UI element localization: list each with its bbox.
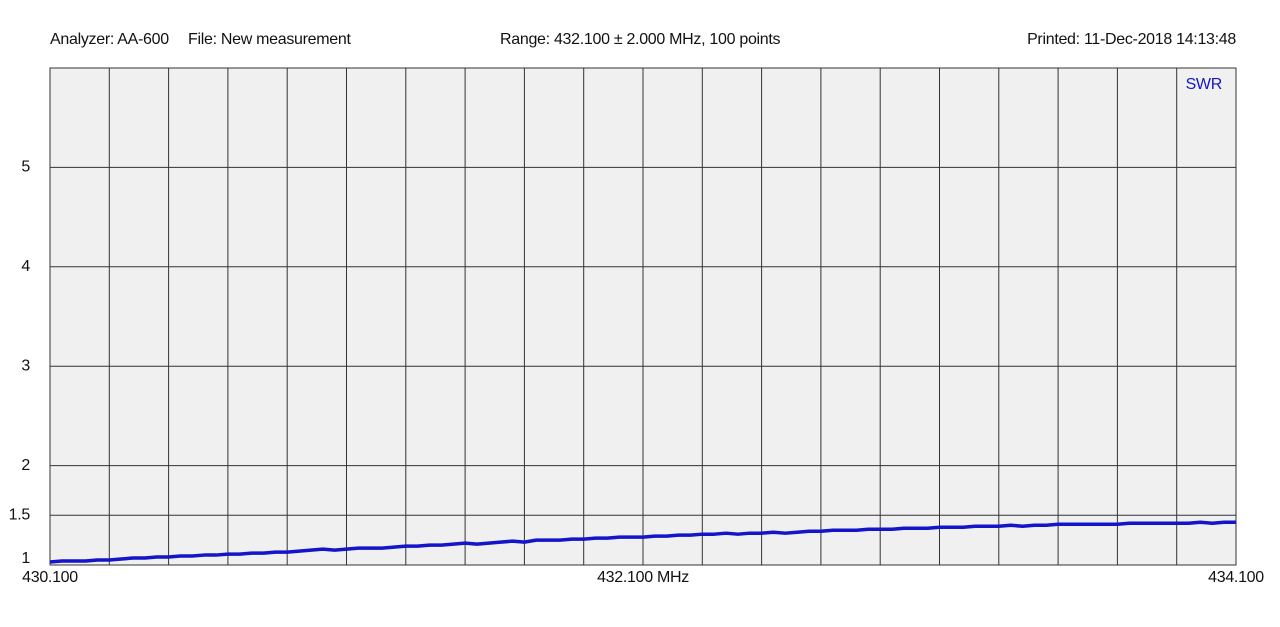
y-tick-label: 3	[21, 357, 30, 374]
x-tick-label: 432.100 MHz	[597, 569, 689, 586]
analyzer: Analyzer: AA-600	[50, 31, 169, 48]
y-tick-label: 4	[21, 258, 30, 275]
x-tick-label: 434.100	[1208, 569, 1264, 586]
y-tick-label: 2	[21, 457, 30, 474]
file: File: New measurement	[188, 31, 352, 48]
printed: Printed: 11-Dec-2018 14:13:48	[1027, 31, 1236, 48]
swr-line	[49, 520, 1236, 564]
y-tick-label: 1	[21, 550, 30, 567]
y-tick-label: 5	[21, 159, 30, 176]
x-tick-label: 430.100	[22, 569, 78, 586]
plot-border	[49, 67, 1237, 566]
range: Range: 432.100 ± 2.000 MHz, 100 points	[500, 31, 781, 48]
legend-label: SWR	[1186, 76, 1222, 93]
y-tick-label: 1.5	[9, 507, 31, 524]
